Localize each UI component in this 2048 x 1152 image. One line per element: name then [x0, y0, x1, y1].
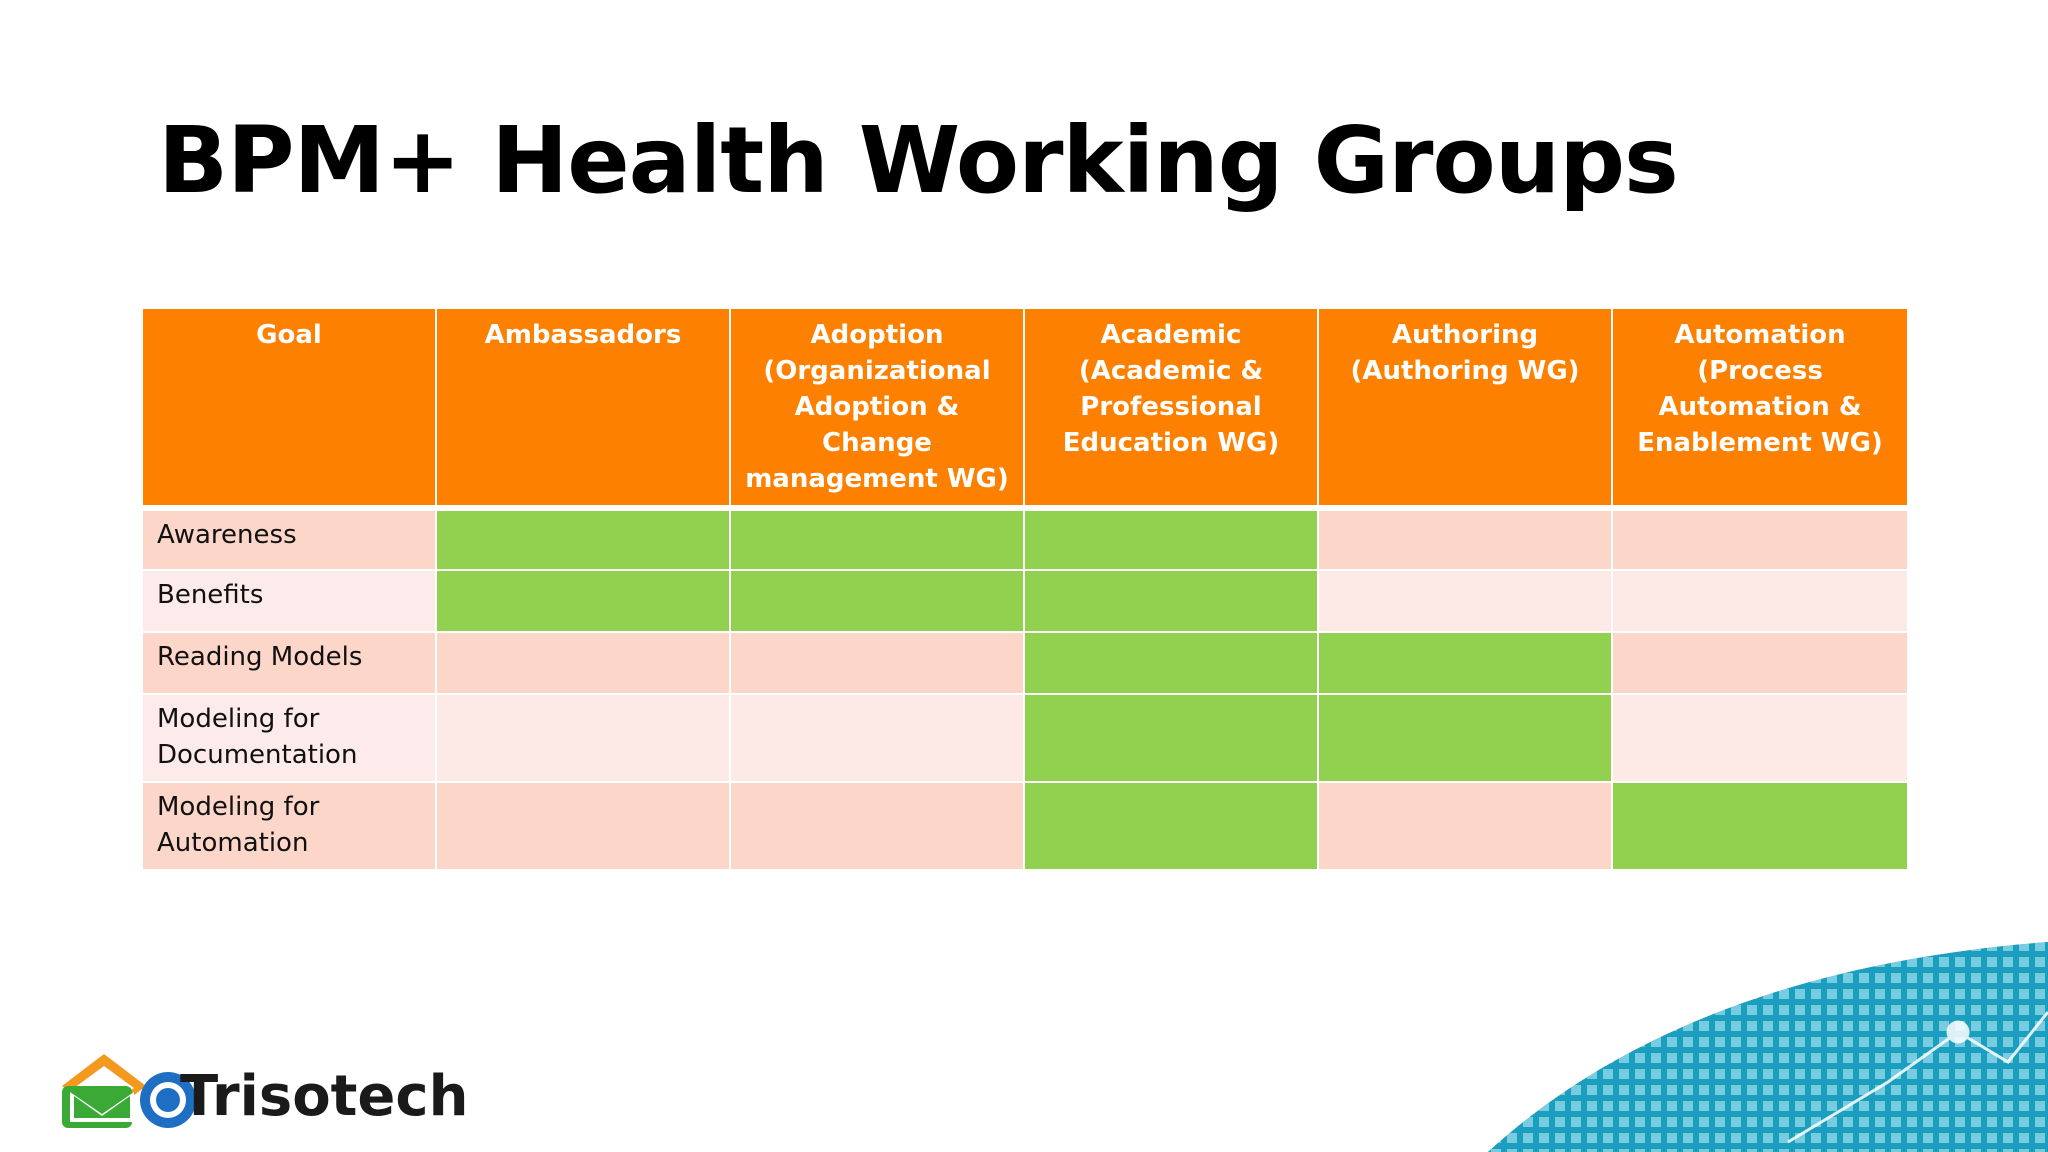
goal-cell: Awareness — [141, 507, 437, 571]
mark-cell — [435, 781, 731, 871]
mark-cell — [1317, 631, 1613, 695]
mark-cell — [1023, 693, 1319, 783]
mark-cell — [1023, 507, 1319, 571]
header-academic: Academic (Academic & Professional Educat… — [1023, 307, 1319, 511]
goal-cell: Benefits — [141, 569, 437, 633]
mark-cell — [729, 693, 1025, 783]
mark-cell — [435, 507, 731, 571]
mark-cell — [1611, 569, 1909, 633]
slide-title: BPM+ Health Working Groups — [158, 107, 1679, 214]
logo-wordmark: Trisotech — [180, 1064, 469, 1129]
table-row: Modeling for Automation — [141, 781, 1909, 871]
header-ambassadors: Ambassadors — [435, 307, 731, 511]
table-row: Benefits — [141, 569, 1909, 633]
table-row: Reading Models — [141, 631, 1909, 695]
mark-cell — [1611, 781, 1909, 871]
mark-cell — [1611, 507, 1909, 571]
header-adoption: Adoption (Organizational Adoption & Chan… — [729, 307, 1025, 511]
mark-cell — [435, 693, 731, 783]
mark-cell — [1023, 781, 1319, 871]
header-row: Goal Ambassadors Adoption (Organizationa… — [141, 307, 1909, 511]
mark-cell — [729, 507, 1025, 571]
table-row: Awareness — [141, 507, 1909, 571]
mark-cell — [729, 631, 1025, 695]
goal-cell: Reading Models — [141, 631, 437, 695]
mark-cell — [1611, 631, 1909, 695]
mark-cell — [1317, 693, 1613, 783]
header-automation: Automation (Process Automation & Enablem… — [1611, 307, 1909, 511]
working-groups-table: Goal Ambassadors Adoption (Organizationa… — [141, 307, 1909, 871]
mark-cell — [435, 631, 731, 695]
header-authoring: Authoring (Authoring WG) — [1317, 307, 1613, 511]
mark-cell — [1023, 569, 1319, 633]
goal-cell: Modeling for Automation — [141, 781, 437, 871]
goal-cell: Modeling for Documentation — [141, 693, 437, 783]
mark-cell — [1317, 569, 1613, 633]
mark-cell — [1317, 507, 1613, 571]
logo-mark — [62, 1054, 196, 1128]
mark-cell — [1611, 693, 1909, 783]
table-row: Modeling for Documentation — [141, 693, 1909, 783]
mark-cell — [729, 569, 1025, 633]
trisotech-logo-icon — [62, 1054, 196, 1128]
decorative-corner-graphic — [1488, 942, 2048, 1152]
mark-cell — [729, 781, 1025, 871]
mark-cell — [1023, 631, 1319, 695]
mark-cell — [435, 569, 731, 633]
header-goal: Goal — [141, 307, 437, 511]
mark-cell — [1317, 781, 1613, 871]
